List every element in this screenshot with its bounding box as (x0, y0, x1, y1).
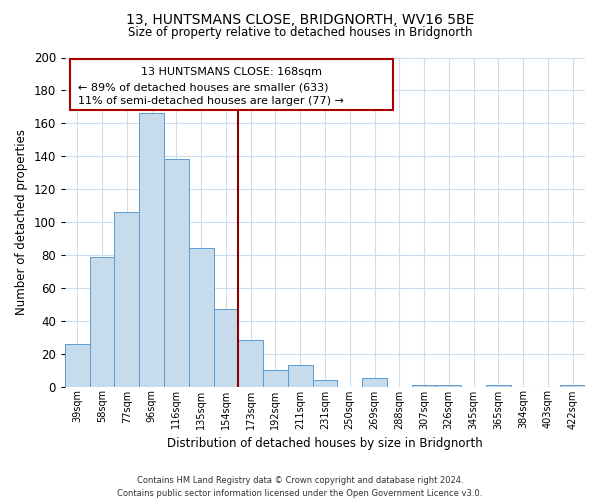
Bar (90, 256, 115, 386)
X-axis label: Distribution of detached houses by size in Bridgnorth: Distribution of detached houses by size … (167, 437, 483, 450)
Y-axis label: Number of detached properties: Number of detached properties (15, 129, 28, 315)
FancyBboxPatch shape (70, 59, 392, 110)
Text: 13, HUNTSMANS CLOSE, BRIDGNORTH, WV16 5BE: 13, HUNTSMANS CLOSE, BRIDGNORTH, WV16 5B… (126, 12, 474, 26)
Bar (412, 385, 436, 386)
Bar (436, 385, 461, 386)
Bar (313, 380, 337, 386)
Bar (139, 114, 164, 386)
Text: Size of property relative to detached houses in Bridgnorth: Size of property relative to detached ho… (128, 26, 472, 39)
Bar (486, 385, 511, 386)
Text: 11% of semi-detached houses are larger (77) →: 11% of semi-detached houses are larger (… (78, 96, 344, 106)
Bar (115, 212, 139, 386)
Bar (263, 370, 288, 386)
Bar (65, 344, 90, 386)
Bar (560, 385, 585, 386)
Bar (288, 365, 313, 386)
Bar (164, 160, 189, 386)
Bar (189, 248, 214, 386)
Text: Contains HM Land Registry data © Crown copyright and database right 2024.
Contai: Contains HM Land Registry data © Crown c… (118, 476, 482, 498)
Bar (238, 340, 263, 386)
Bar (214, 309, 238, 386)
Text: ← 89% of detached houses are smaller (633): ← 89% of detached houses are smaller (63… (78, 82, 328, 92)
Bar (362, 378, 387, 386)
Text: 13 HUNTSMANS CLOSE: 168sqm: 13 HUNTSMANS CLOSE: 168sqm (141, 66, 322, 76)
